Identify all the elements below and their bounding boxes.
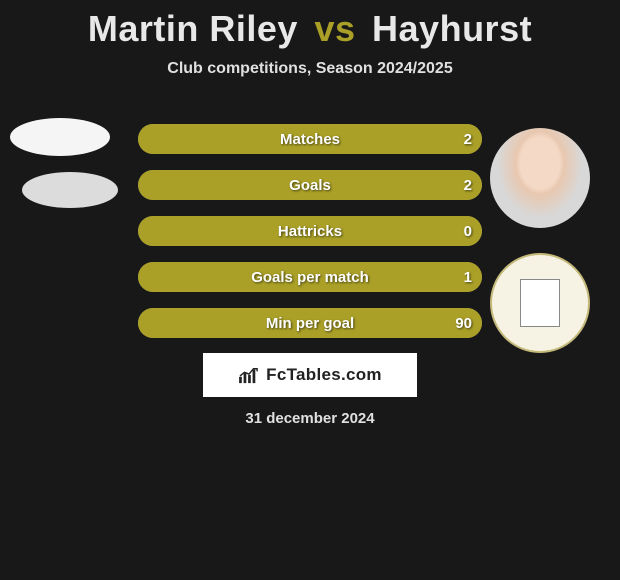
date: 31 december 2024	[0, 410, 620, 427]
comparison-title: Martin Riley vs Hayhurst	[0, 0, 620, 50]
vs-separator: vs	[314, 8, 355, 49]
player1-name: Martin Riley	[88, 8, 298, 49]
stat-value-player2: 0	[464, 216, 472, 246]
stat-row: Goals per match1	[138, 262, 482, 292]
stat-label: Hattricks	[138, 216, 482, 246]
player1-avatar	[10, 118, 110, 156]
brand-text: FcTables.com	[266, 365, 382, 385]
stat-value-player2: 2	[464, 170, 472, 200]
stat-label: Min per goal	[138, 308, 482, 338]
badge-shield-icon	[520, 279, 560, 327]
stat-row: Goals2	[138, 170, 482, 200]
stat-value-player2: 2	[464, 124, 472, 154]
brand-box: FcTables.com	[203, 353, 417, 397]
player2-avatar	[490, 128, 590, 228]
stat-row: Matches2	[138, 124, 482, 154]
player1-club-badge	[22, 172, 118, 208]
stat-label: Matches	[138, 124, 482, 154]
stat-value-player2: 1	[464, 262, 472, 292]
chart-icon	[238, 366, 260, 384]
player2-club-badge	[490, 253, 590, 353]
subtitle: Club competitions, Season 2024/2025	[0, 60, 620, 78]
stats-container: Matches2Goals2Hattricks0Goals per match1…	[138, 124, 482, 354]
stat-row: Hattricks0	[138, 216, 482, 246]
stat-label: Goals per match	[138, 262, 482, 292]
stat-label: Goals	[138, 170, 482, 200]
stat-value-player2: 90	[455, 308, 472, 338]
stat-row: Min per goal90	[138, 308, 482, 338]
player2-name: Hayhurst	[372, 8, 532, 49]
